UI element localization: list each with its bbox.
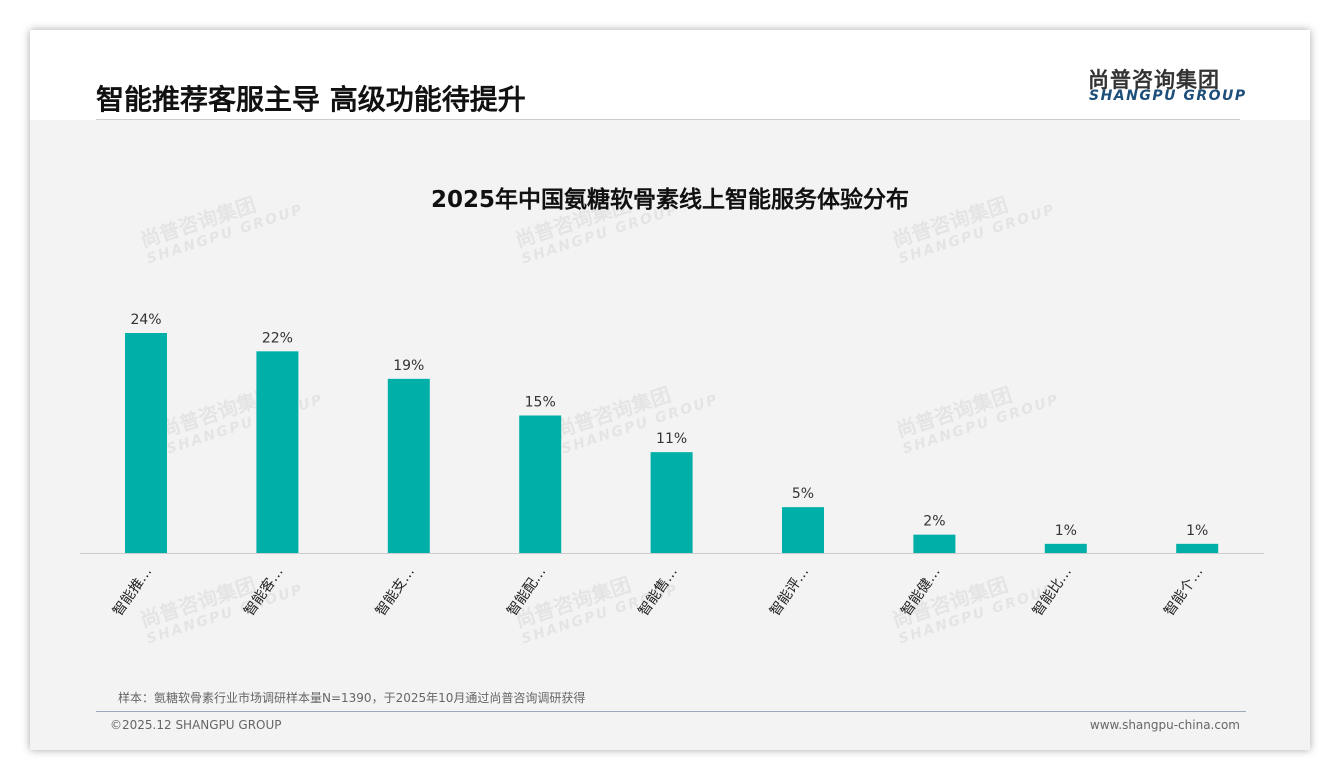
- copyright: ©2025.12 SHANGPU GROUP: [110, 718, 282, 732]
- bar: [256, 351, 299, 553]
- bar: [913, 534, 956, 553]
- x-tick-label: 智能健…: [898, 564, 943, 619]
- sample-note: 样本：氨糖软骨素行业市场调研样本量N=1390，于2025年10月通过尚普咨询调…: [118, 691, 586, 705]
- x-tick-label: 智能售…: [636, 564, 681, 619]
- data-label: 1%: [1186, 523, 1208, 539]
- x-tick-label: 智能客…: [241, 564, 287, 620]
- bar: [387, 378, 430, 553]
- logo-en: SHANGPU GROUP: [1089, 88, 1247, 104]
- data-label: 1%: [1055, 523, 1077, 539]
- x-tick-label: 智能支…: [373, 564, 418, 619]
- chart-title: 2025年中国氨糖软骨素线上智能服务体验分布: [430, 187, 909, 213]
- bar: [1176, 543, 1219, 553]
- x-tick-label: 智能推…: [110, 564, 155, 619]
- data-label: 5%: [792, 486, 814, 502]
- header: [30, 30, 1310, 120]
- logo-cn: 尚普咨询集团: [1088, 68, 1220, 92]
- bar: [650, 452, 693, 553]
- bar: [125, 333, 167, 553]
- footer-divider: [96, 711, 1246, 712]
- divider: [96, 119, 1240, 120]
- x-tick-label: 智能评…: [767, 564, 812, 619]
- page-title: 智能推荐客服主导 高级功能待提升: [96, 83, 526, 116]
- data-label: 2%: [923, 514, 945, 530]
- data-label: 19%: [393, 358, 424, 374]
- bar: [1044, 543, 1087, 553]
- data-label: 22%: [262, 330, 293, 346]
- bar-chart: 24% 智能推… 22% 智能客… 19% 智能支… 15% 智能配… 11% 智能售… 5% 智能评…: [80, 312, 1264, 620]
- data-label: 15%: [525, 395, 556, 411]
- x-tick-label: 智能个…: [1161, 564, 1206, 619]
- x-tick-label: 智能配…: [504, 564, 549, 619]
- website-url: www.shangpu-china.com: [1089, 718, 1240, 732]
- slide: 智能推荐客服主导 高级功能待提升 尚普咨询集团 SHANGPU GROUP 尚普…: [30, 30, 1310, 750]
- bar: [782, 507, 824, 553]
- bar: [519, 415, 562, 553]
- data-label: 11%: [656, 431, 687, 447]
- data-label: 24%: [130, 312, 161, 328]
- x-tick-label: 智能比…: [1030, 564, 1075, 619]
